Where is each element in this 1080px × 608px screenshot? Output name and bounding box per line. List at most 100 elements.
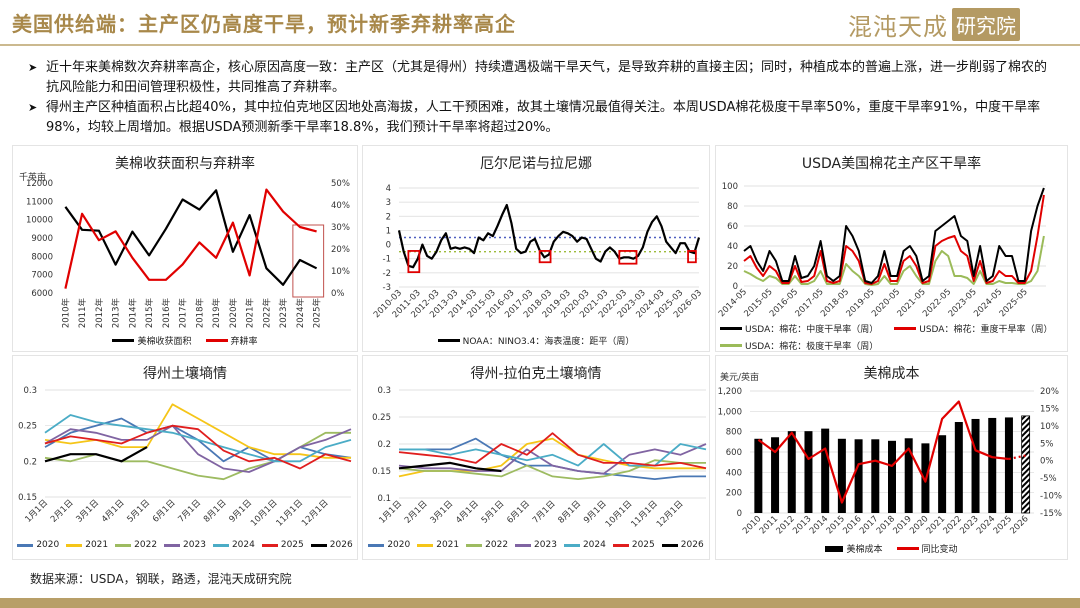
y-tick-label: 10% bbox=[1040, 422, 1059, 432]
y-tick-label: 20 bbox=[727, 262, 738, 272]
y-tick-label: 0% bbox=[1040, 457, 1054, 467]
header-divider bbox=[0, 44, 1080, 46]
x-tick-label: 2011年 bbox=[77, 298, 88, 329]
legend-label: 2024 bbox=[582, 540, 606, 550]
bar bbox=[821, 428, 830, 513]
y-tick-label: 200 bbox=[726, 489, 742, 499]
legend-swatch bbox=[164, 543, 181, 547]
series-line bbox=[398, 461, 502, 473]
x-tick-label: 2014 bbox=[808, 514, 830, 536]
y-tick-label: 400 bbox=[726, 468, 742, 478]
bar bbox=[971, 418, 980, 513]
x-tick-label: 2018 bbox=[875, 514, 897, 536]
y-tick-label: 100 bbox=[722, 182, 738, 192]
legend-label: 2025 bbox=[280, 540, 304, 550]
x-tick-label: 2013年 bbox=[111, 298, 122, 329]
x-tick-label: 2017年 bbox=[178, 298, 189, 329]
legend-label: USDA：棉花：中度干旱率（周） bbox=[745, 325, 879, 335]
x-tick-label: 2012 bbox=[775, 514, 797, 536]
legend-label: 2026 bbox=[329, 540, 353, 550]
bar bbox=[771, 437, 780, 513]
legend-swatch bbox=[825, 545, 844, 552]
x-tick-label: 2015年 bbox=[144, 298, 155, 329]
legend-item: 2021 bbox=[66, 540, 108, 550]
bar bbox=[904, 438, 913, 513]
series-line bbox=[44, 446, 148, 463]
y-tick-label: -10% bbox=[1040, 492, 1062, 502]
legend-swatch bbox=[112, 339, 135, 342]
legend-label: 2022 bbox=[134, 540, 158, 550]
x-tick-label: 2016年 bbox=[161, 298, 172, 329]
x-tick-label: 2025年 bbox=[312, 298, 323, 329]
series-line bbox=[398, 443, 707, 475]
legend-item: USDA：棉花：重度干旱率（周） bbox=[894, 322, 1052, 335]
series-line bbox=[743, 194, 1045, 285]
x-tick-label: 8月1日 bbox=[556, 499, 583, 526]
legend-item: USDA：棉花：中度干旱率（周） bbox=[720, 322, 878, 335]
x-tick-label: 5月1日 bbox=[125, 498, 152, 525]
y-tick-label: 800 bbox=[726, 428, 742, 438]
y-tick-label: 20% bbox=[1040, 387, 1059, 397]
x-tick-label: 11月1日 bbox=[629, 499, 660, 530]
y-tick-label: 30% bbox=[331, 223, 350, 233]
highlight-box bbox=[292, 224, 325, 298]
legend-item: 2023 bbox=[515, 540, 557, 550]
series-line bbox=[64, 189, 318, 286]
chart-title: 厄尔尼诺与拉尼娜 bbox=[480, 156, 592, 172]
legend-item: 2025 bbox=[612, 540, 655, 550]
x-tick-label: 2023年 bbox=[278, 298, 289, 329]
y-tick-label: 0% bbox=[331, 289, 345, 299]
y-tick-label: -5% bbox=[1040, 474, 1057, 484]
legend-swatch bbox=[612, 543, 629, 547]
x-tick-label: 2024 bbox=[975, 514, 997, 536]
legend-item: 2024 bbox=[212, 540, 255, 550]
x-tick-label: 2019 bbox=[891, 514, 913, 536]
bar bbox=[988, 417, 997, 513]
y-tick-label: 80 bbox=[727, 202, 738, 212]
chart-panel-drought: 0 20 40 60 80 100 2014-05 2015-05 2016-05 2017-05… bbox=[715, 145, 1068, 352]
y-tick-label: 0.25 bbox=[18, 422, 37, 432]
series-line bbox=[399, 437, 706, 480]
y-tick-label: 1,000 bbox=[718, 407, 742, 417]
legend-item: USDA：棉花：极度干旱率（周） bbox=[720, 339, 878, 352]
bullet-text: 得州主产区种植面积占比超40%，其中拉伯克地区因地处高海拔，人工干预困难，故其土… bbox=[46, 100, 1041, 135]
x-tick-label: 2月1日 bbox=[49, 498, 76, 525]
y-tick-label: 0.3 bbox=[23, 386, 37, 396]
legend-swatch bbox=[720, 327, 742, 330]
y-tick-label: 6000 bbox=[31, 289, 53, 299]
series-line bbox=[64, 188, 317, 289]
legend-item: 2024 bbox=[563, 540, 606, 550]
bar bbox=[938, 435, 947, 513]
y-tick-label: 0.1 bbox=[377, 494, 391, 504]
x-tick-label: 12月1日 bbox=[300, 498, 331, 529]
legend-label: 2026 bbox=[680, 540, 704, 550]
bar bbox=[787, 431, 796, 513]
chart-texas-soil: 0.150.20.250.31月1日2月1日3月1日4月1日5月1日6月1日7月… bbox=[18, 386, 352, 529]
legend-item: 美棉成本 bbox=[825, 542, 883, 555]
chart-panel-lubbock-soil: 0.1 0.15 0.2 0.25 0.3 1月1日 2月1日 3月1日 4月1日 5月1日 6月1… bbox=[362, 355, 710, 560]
y-tick-label: 50% bbox=[331, 179, 350, 189]
y-tick-label: 20% bbox=[331, 245, 350, 255]
y-tick-label: 11000 bbox=[26, 197, 53, 207]
x-tick-label: 4月1日 bbox=[454, 499, 481, 526]
x-tick-label: 2022年 bbox=[261, 298, 272, 329]
chart-legend: NOAA：NINO3.4：海表温度：距平（周） bbox=[363, 334, 709, 347]
series-line bbox=[743, 235, 1045, 286]
legend-label: 2020 bbox=[36, 540, 60, 550]
legend-label: 2023 bbox=[183, 540, 206, 550]
y-tick-label: 15% bbox=[1040, 404, 1059, 414]
chart-title: 美棉成本 bbox=[863, 366, 920, 382]
x-tick-label: 6月1日 bbox=[505, 499, 532, 526]
legend-label: 2021 bbox=[85, 540, 109, 550]
chart-legend: 美棉收获面积 弃耕率 bbox=[13, 334, 357, 347]
y-tick-label: 2 bbox=[386, 212, 391, 222]
x-tick-label: 2020年 bbox=[228, 298, 239, 329]
company-logo: 混沌天成 研究院 bbox=[848, 7, 1020, 41]
x-tick-label: 7月1日 bbox=[176, 498, 203, 525]
chart-title: USDA美国棉花主产区干旱率 bbox=[801, 156, 982, 172]
series-line bbox=[44, 403, 351, 459]
legend-item: 2021 bbox=[417, 540, 459, 550]
y-tick-label: 1,200 bbox=[718, 387, 742, 397]
bar bbox=[754, 438, 763, 513]
chart-legend: 2020 2021 2022 2023 2024 2025 2026 bbox=[363, 540, 709, 550]
